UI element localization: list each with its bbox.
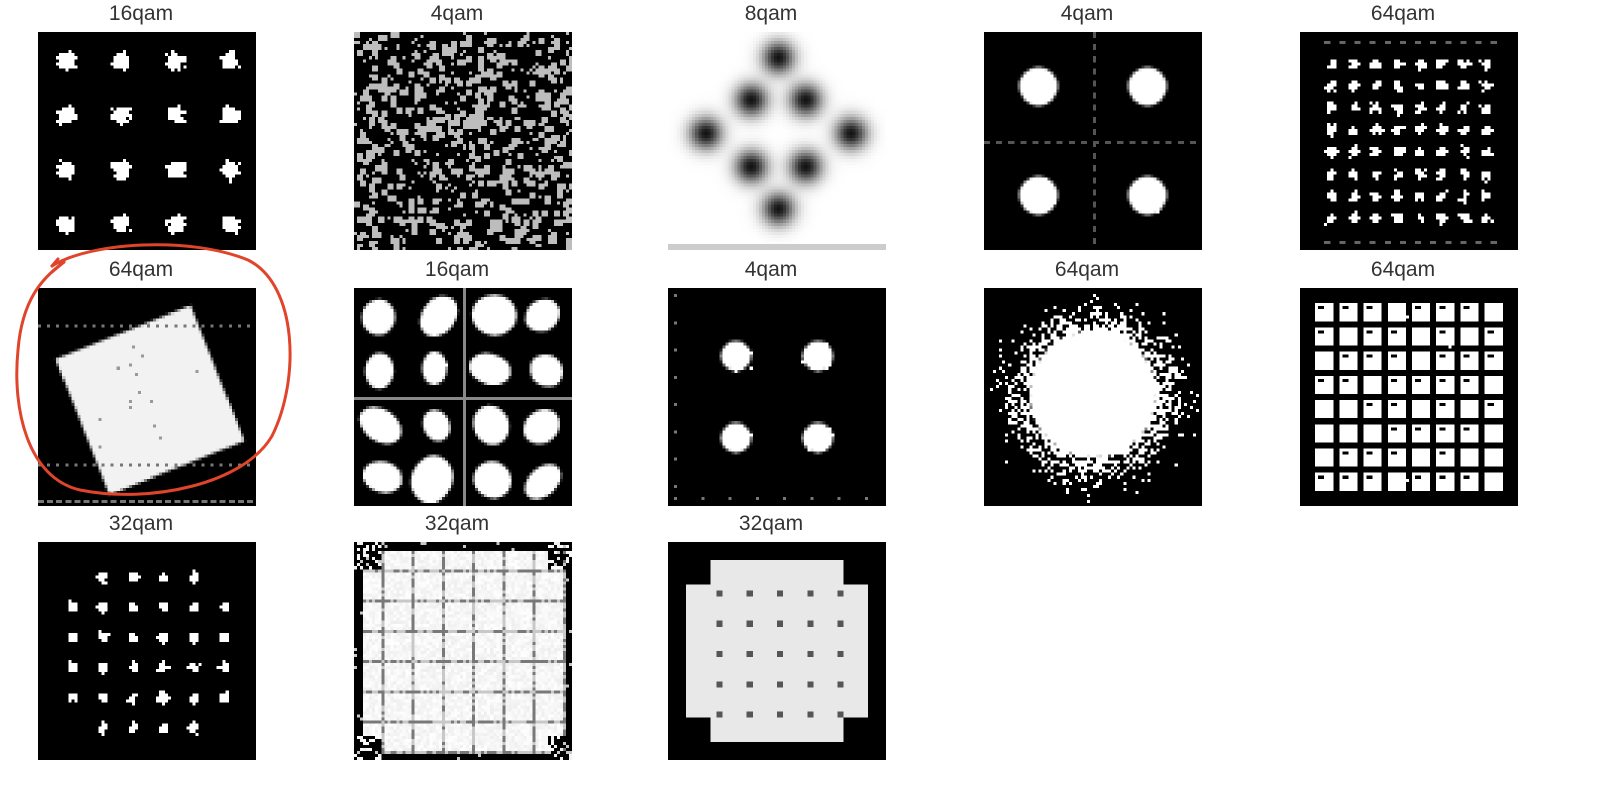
constellation-image [1300,288,1518,506]
constellation-tile: 64qam [1288,256,1518,506]
constellation-tile: 64qam [972,256,1202,506]
constellation-image [668,542,886,760]
tile-title: 64qam [1370,2,1436,25]
constellation-image [668,32,886,250]
constellation-image [354,542,572,760]
constellation-tile: 16qam [342,256,572,506]
constellation-image [354,288,572,506]
constellation-tile: 16qam [26,0,256,250]
tile-title: 8qam [744,2,798,25]
tile-title: 16qam [424,258,490,281]
tile-title: 16qam [108,2,174,25]
constellation-tile: 32qam [656,510,886,760]
constellation-tile: 8qam [656,0,886,250]
tile-title: 64qam [108,258,174,281]
constellation-tile: 32qam [342,510,572,760]
tile-title: 64qam [1370,258,1436,281]
constellation-image [38,542,256,760]
constellation-image [984,32,1202,250]
tile-title: 4qam [744,258,798,281]
constellation-image [354,32,572,250]
constellation-tile: 32qam [26,510,256,760]
tile-title: 64qam [1054,258,1120,281]
constellation-tile: 64qam [1288,0,1518,250]
constellation-tile: 4qam [972,0,1202,250]
constellation-image [1300,32,1518,250]
tile-title: 4qam [430,2,484,25]
constellation-image [38,288,256,506]
tile-title: 32qam [108,512,174,535]
constellation-image [984,288,1202,506]
constellation-image [38,32,256,250]
constellation-tile: 4qam [342,0,572,250]
constellation-tile: 64qam [26,256,256,506]
constellation-tile: 4qam [656,256,886,506]
tile-title: 32qam [738,512,804,535]
tile-title: 4qam [1060,2,1114,25]
constellation-image [668,288,886,506]
tile-title: 32qam [424,512,490,535]
